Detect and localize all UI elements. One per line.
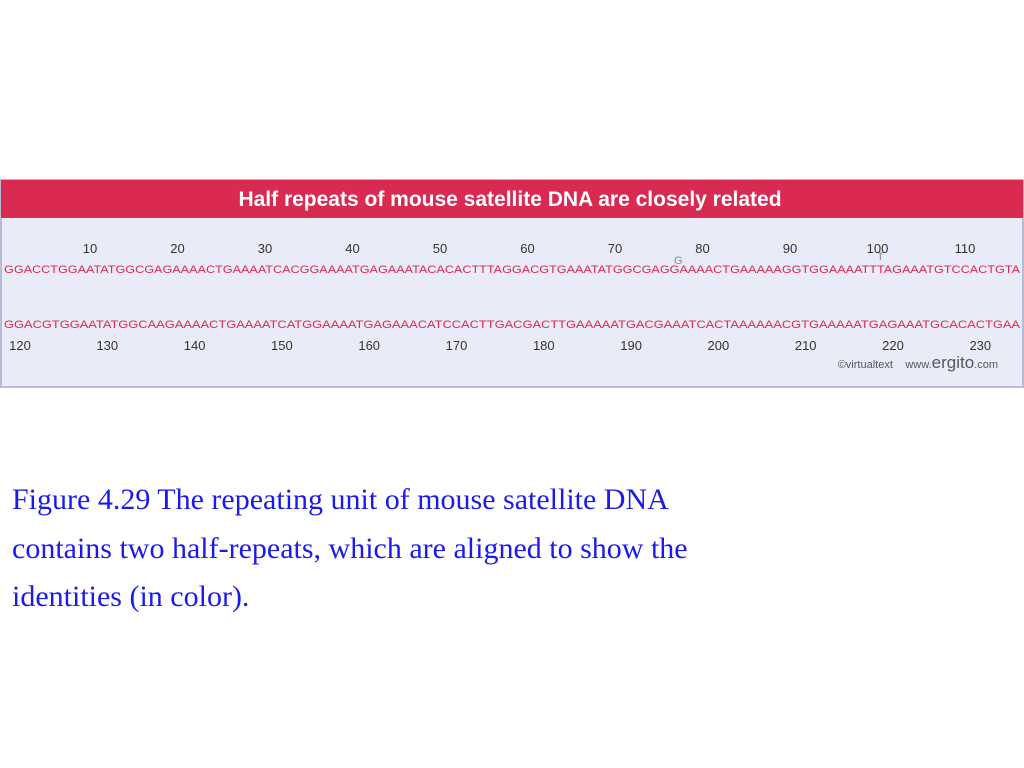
ruler-number: 110 <box>955 241 976 256</box>
ruler-number: 140 <box>184 338 206 353</box>
site: .com <box>974 359 998 371</box>
ruler-number: 100 <box>867 241 889 256</box>
ruler-number: 40 <box>345 241 359 256</box>
ruler-number: 170 <box>446 338 468 353</box>
annotation: T <box>877 251 884 263</box>
caption-line: Figure 4.29 The repeating unit of mouse … <box>12 483 669 516</box>
ruler-number: 120 <box>9 338 31 353</box>
caption-line: contains two half-repeats, which are ali… <box>12 531 688 565</box>
credit-text: ©virtualtext <box>838 359 893 371</box>
ruler-number: 50 <box>433 241 447 256</box>
figure: Half repeats of mouse satellite DNA are … <box>0 179 1024 388</box>
figure-title: Half repeats of mouse satellite DNA are … <box>238 188 781 211</box>
ruler-number: 60 <box>520 241 534 256</box>
ruler-number: 30 <box>258 241 272 256</box>
ruler-number: 200 <box>708 338 730 353</box>
site: ergito <box>932 353 975 372</box>
ruler-number: 210 <box>795 338 817 353</box>
ruler-number: 150 <box>271 338 293 353</box>
ruler-number: 70 <box>608 241 622 256</box>
ruler-number: 220 <box>882 338 904 353</box>
caption-line: identities (in color). <box>12 580 250 613</box>
annotation: G <box>674 255 683 267</box>
ruler-number: 80 <box>695 241 709 256</box>
sequence: GGACCTGGAATATGGCGAGAAAACTGAAAATCACGGAAAA… <box>4 264 1021 276</box>
ruler-number: 180 <box>533 338 555 353</box>
ruler-number: 130 <box>96 338 118 353</box>
title-bar <box>1 180 1023 218</box>
ruler-number: 230 <box>969 338 991 353</box>
ruler-number: 20 <box>170 241 184 256</box>
ruler-number: 10 <box>83 241 97 256</box>
ruler-number: 190 <box>620 338 642 353</box>
ruler-number: 90 <box>783 241 797 256</box>
site: www. <box>904 359 931 371</box>
credit: ©virtualtext www.ergito.com <box>838 353 998 372</box>
ruler-number: 160 <box>358 338 380 353</box>
rulers: 10 20 30 40 50 60 70 80 90 100 110 120 130 140 150 160 1… <box>9 241 991 353</box>
sequence: GGACGTGGAATATGGCAAGAAAACTGAAAATCATGGAAAA… <box>4 319 1021 331</box>
caption: Figure 4.29 The repeating unit of mouse … <box>12 476 688 622</box>
